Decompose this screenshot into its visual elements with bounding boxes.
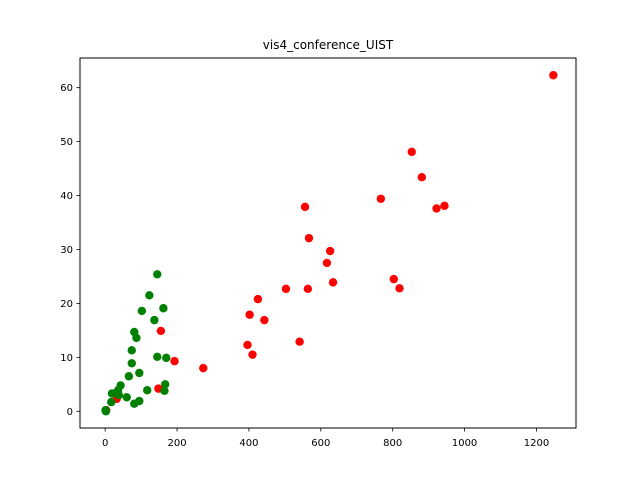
data-point xyxy=(170,356,179,366)
x-tick-label: 1000 xyxy=(452,438,477,449)
series-1 xyxy=(101,270,171,416)
data-point xyxy=(304,233,314,243)
x-tick-label: 600 xyxy=(311,438,330,449)
data-point xyxy=(325,246,335,256)
x-tick-label: 800 xyxy=(383,438,402,449)
data-point xyxy=(440,201,449,210)
chart-title: vis4_conference_UIST xyxy=(263,38,394,52)
data-point xyxy=(124,372,134,381)
data-point xyxy=(143,386,152,395)
x-axis: 0 200 400 600 800 1000 1200 xyxy=(102,428,549,449)
data-point xyxy=(153,352,162,362)
data-point xyxy=(395,284,404,293)
data-point xyxy=(432,204,441,213)
data-point xyxy=(107,397,116,407)
data-point xyxy=(159,304,168,313)
data-point xyxy=(243,340,252,350)
data-point xyxy=(281,284,291,294)
data-point xyxy=(245,310,254,319)
data-point xyxy=(160,380,170,389)
y-tick-label: 10 xyxy=(60,353,73,364)
data-point xyxy=(253,294,263,304)
x-tick-label: 1200 xyxy=(524,438,549,449)
data-point xyxy=(156,326,166,336)
data-point xyxy=(135,368,144,378)
data-point xyxy=(122,393,131,402)
x-tick-label: 200 xyxy=(167,438,186,449)
series-0 xyxy=(102,71,558,415)
data-point xyxy=(107,389,117,398)
plot-area-frame xyxy=(79,57,577,429)
data-point xyxy=(130,399,139,408)
data-point xyxy=(114,390,124,400)
data-point xyxy=(137,306,147,316)
data-point xyxy=(199,363,208,373)
data-point xyxy=(322,258,332,268)
data-point xyxy=(549,71,558,80)
y-tick-label: 60 xyxy=(60,83,73,94)
y-tick-label: 20 xyxy=(60,299,73,310)
data-point xyxy=(160,386,169,395)
y-tick-label: 0 xyxy=(67,407,73,418)
data-point xyxy=(153,270,162,279)
data-point xyxy=(303,284,313,294)
data-point xyxy=(376,194,386,203)
x-tick-label: 0 xyxy=(102,438,108,449)
data-point xyxy=(407,147,416,157)
data-point xyxy=(417,172,427,182)
y-tick-label: 30 xyxy=(60,245,73,256)
data-point xyxy=(295,337,304,346)
data-point xyxy=(248,350,257,359)
data-point xyxy=(328,278,338,287)
data-point xyxy=(127,359,136,368)
y-axis: 0 10 20 30 40 50 60 xyxy=(60,83,80,418)
axes xyxy=(79,57,577,429)
y-tick-label: 40 xyxy=(60,191,73,202)
data-points xyxy=(101,71,558,416)
data-point xyxy=(145,291,154,300)
data-point xyxy=(150,315,159,325)
data-point xyxy=(260,315,269,325)
data-point xyxy=(162,353,171,363)
data-point xyxy=(127,346,136,355)
data-point xyxy=(389,274,398,284)
x-tick-label: 400 xyxy=(239,438,258,449)
data-point xyxy=(132,333,141,343)
data-point xyxy=(300,202,310,212)
data-point xyxy=(101,407,111,416)
y-tick-label: 50 xyxy=(60,137,73,148)
